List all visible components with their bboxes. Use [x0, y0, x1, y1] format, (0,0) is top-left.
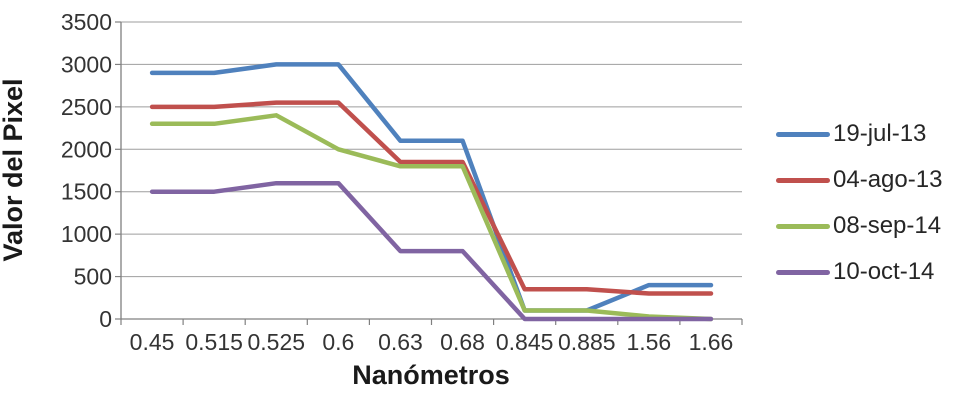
legend-label: 10-oct-14 — [833, 258, 935, 285]
y-tick-label: 2500 — [61, 94, 112, 120]
legend-item: 08-sep-14 — [776, 203, 942, 249]
legend-swatch — [776, 177, 830, 183]
series-line-19-jul-13 — [149, 62, 714, 313]
legend-label: 19-jul-13 — [833, 120, 927, 147]
axes — [115, 21, 743, 325]
legend-label: 08-sep-14 — [833, 212, 942, 239]
x-tick-label: 0.525 — [247, 329, 305, 355]
y-tick-label: 2000 — [61, 136, 112, 162]
x-axis-title: Nanómetros — [352, 360, 510, 390]
legend-swatch — [776, 223, 830, 229]
legend-label: 04-ago-13 — [833, 166, 943, 193]
data-series — [149, 62, 714, 322]
x-tick-label: 0.45 — [130, 329, 175, 355]
x-tick-label: 0.68 — [440, 329, 485, 355]
y-tick-label: 3500 — [61, 9, 112, 35]
y-tick-label: 3000 — [61, 51, 112, 77]
x-tick-label: 1.66 — [689, 329, 734, 355]
x-tick-label: 1.56 — [626, 329, 671, 355]
legend: 19-jul-13 04-ago-13 08-sep-14 10-oct-14 — [776, 111, 942, 295]
legend-item: 19-jul-13 — [776, 111, 942, 157]
legend-item: 04-ago-13 — [776, 157, 942, 203]
y-tick-label: 0 — [99, 306, 112, 332]
tick-labels: 0 500 1000 1500 2000 2500 3000 3500 0.45 0.515 0.5… — [61, 9, 734, 355]
y-tick-label: 500 — [74, 264, 112, 290]
gridlines — [121, 21, 742, 320]
x-tick-label: 0.885 — [558, 329, 616, 355]
x-tick-label: 0.63 — [378, 329, 423, 355]
x-tick-label: 0.845 — [496, 329, 554, 355]
y-axis-title: Valor del Pixel — [0, 78, 28, 261]
y-tick-label: 1000 — [61, 221, 112, 247]
legend-swatch — [776, 269, 830, 275]
y-tick-label: 1500 — [61, 179, 112, 205]
x-tick-label: 0.515 — [185, 329, 243, 355]
legend-swatch — [776, 131, 830, 137]
series-line-08-sep-14 — [149, 113, 714, 322]
series-line-10-oct-14 — [149, 180, 714, 322]
series-line-04-ago-13 — [149, 100, 714, 296]
legend-item: 10-oct-14 — [776, 249, 942, 295]
x-tick-label: 0.6 — [322, 329, 354, 355]
